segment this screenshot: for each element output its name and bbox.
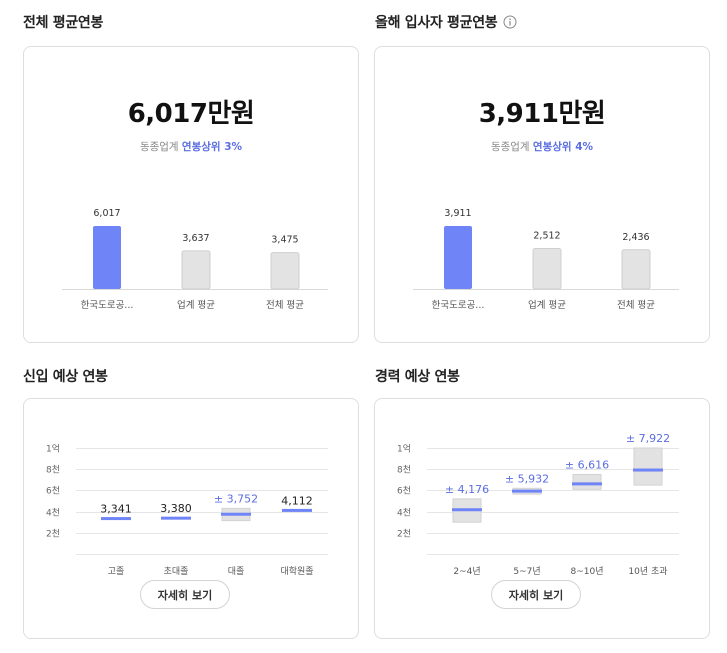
career-range-box (572, 474, 602, 490)
overall-rank-prefix: 동종업계 (139, 141, 179, 153)
career-value-marker (633, 468, 663, 472)
overall-bar-value-label: 3,637 (182, 233, 209, 244)
newhire-bar-value-label: 2,436 (622, 232, 649, 243)
career-value-label: ± 4,176 (445, 483, 489, 496)
entry-value-marker (161, 516, 191, 520)
newhire-bar-value-label: 2,512 (533, 231, 560, 242)
career-value-marker (512, 489, 542, 493)
career-range-box (633, 447, 663, 486)
overall-salary-title: 전체 평균연봉 (23, 15, 104, 31)
career-y-tick-label: 8천 (397, 465, 411, 476)
entry-category-label: 대졸 (228, 566, 245, 577)
overall-rank-highlight: 연봉상위 3% (181, 141, 243, 153)
career-value-label: ± 5,932 (505, 472, 549, 485)
newhire-rank-highlight: 연봉상위 4% (532, 141, 594, 153)
career-detail-button[interactable]: 자세히 보기 (491, 580, 581, 609)
entry-salary-card: 1억 8천 6천 4천 2천 3,341 고졸 3,380 초대졸 ± 3,752 대졸 4,112 대… (23, 398, 359, 639)
entry-category-label: 대학원졸 (280, 566, 313, 577)
newhire-bar-chart: 3,911 한국도로공... 2,512 업계 평균 2,436 전체 평균 (413, 208, 679, 311)
newhire-salary-value: 3,911만원 (478, 99, 606, 129)
overall-category-label: 업계 평균 (177, 299, 215, 311)
newhire-rank-text: 동종업계 연봉상위 4% (375, 139, 709, 154)
career-category-label: 10년 초과 (628, 566, 667, 577)
overall-category-label: 한국도로공... (81, 300, 134, 311)
entry-y-tick-label: 4천 (46, 508, 60, 519)
newhire-salary-card: 3,911만원 동종업계 연봉상위 4% 3,911 한국도로공... 2,512 업… (374, 46, 710, 343)
info-icon[interactable] (503, 15, 517, 29)
entry-salary-title: 신입 예상 연봉 (23, 369, 108, 385)
overall-rank-text: 동종업계 연봉상위 3% (24, 139, 358, 154)
newhire-bar-value-label: 3,911 (444, 208, 471, 219)
entry-y-tick-label: 8천 (46, 465, 60, 476)
newhire-category-label: 업계 평균 (528, 299, 566, 311)
career-category-label: 2~4년 (453, 566, 480, 577)
overall-bar (270, 252, 300, 290)
newhire-bar (532, 248, 562, 290)
career-value-marker (452, 508, 482, 512)
overall-category-label: 전체 평균 (266, 300, 304, 311)
newhire-salary-title: 올해 입사자 평균연봉 (375, 12, 517, 32)
entry-y-tick-label: 1억 (46, 443, 60, 455)
entry-value-marker (101, 517, 131, 521)
overall-bar-chart: 6,017 한국도로공... 3,637 업계 평균 3,475 전체 평균 (62, 208, 328, 311)
entry-value-marker (282, 508, 312, 512)
entry-range-chart: 1억 8천 6천 4천 2천 3,341 고졸 3,380 초대졸 ± 3,752 대졸 4,112 대… (46, 443, 328, 577)
entry-value-label: ± 3,752 (214, 492, 258, 505)
career-value-label: ± 7,922 (626, 432, 670, 445)
newhire-bar (444, 226, 472, 289)
overall-bar-value-label: 3,475 (271, 235, 298, 246)
newhire-category-label: 한국도로공... (432, 300, 485, 311)
entry-value-marker (221, 512, 251, 516)
entry-y-tick-label: 2천 (46, 529, 60, 540)
career-salary-card: 1억 8천 6천 4천 2천 ± 4,176 2~4년 ± 5,932 5~7년 ± 6,616 8… (374, 398, 710, 639)
entry-detail-button[interactable]: 자세히 보기 (140, 580, 230, 609)
entry-value-label: 3,380 (160, 502, 192, 515)
career-range-chart: 1억 8천 6천 4천 2천 ± 4,176 2~4년 ± 5,932 5~7년 ± 6,616 8… (397, 432, 679, 577)
entry-value-label: 4,112 (281, 494, 313, 507)
newhire-bar (621, 249, 651, 290)
newhire-rank-prefix: 동종업계 (490, 141, 530, 153)
overall-bar (93, 226, 121, 289)
overall-salary-value: 6,017만원 (127, 99, 255, 129)
career-y-tick-label: 1억 (397, 443, 411, 455)
entry-category-label: 초대졸 (164, 566, 189, 577)
entry-y-tick-label: 6천 (46, 486, 60, 497)
entry-category-label: 고졸 (108, 566, 125, 577)
career-salary-title: 경력 예상 연봉 (375, 369, 460, 385)
newhire-salary-title-text: 올해 입사자 평균연봉 (375, 15, 498, 31)
career-category-label: 8~10년 (571, 566, 604, 577)
career-category-label: 5~7년 (513, 566, 540, 577)
overall-bar (181, 250, 211, 290)
overall-bar-value-label: 6,017 (93, 208, 120, 219)
career-y-tick-label: 4천 (397, 508, 411, 519)
newhire-category-label: 전체 평균 (617, 300, 655, 311)
career-value-marker (572, 482, 602, 486)
entry-value-label: 3,341 (100, 503, 132, 516)
overall-salary-card: 6,017만원 동종업계 연봉상위 3% 6,017 한국도로공... 3,637 업… (23, 46, 359, 343)
career-value-label: ± 6,616 (565, 459, 609, 472)
career-y-tick-label: 2천 (397, 529, 411, 540)
career-y-tick-label: 6천 (397, 486, 411, 497)
